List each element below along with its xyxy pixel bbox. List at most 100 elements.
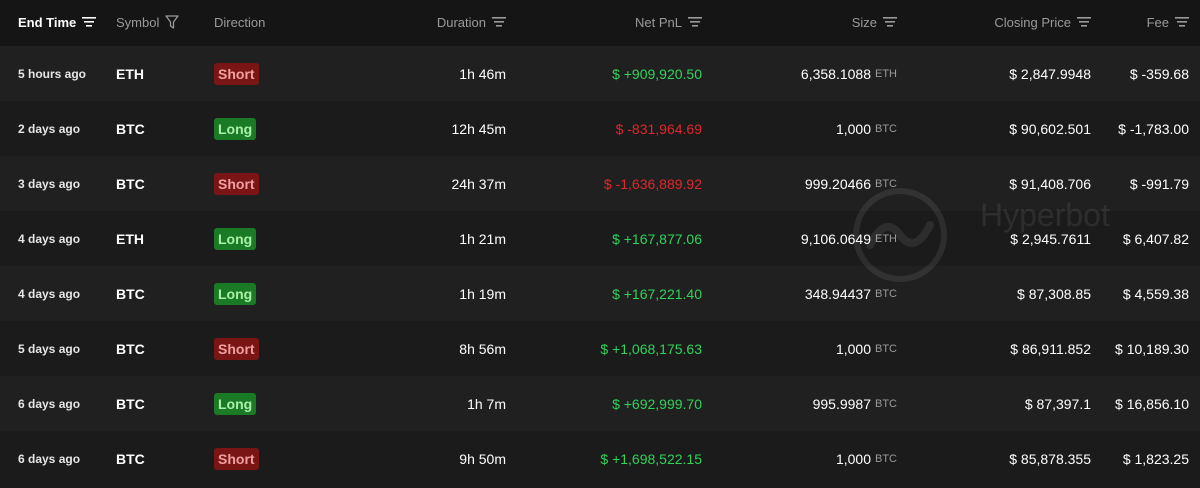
size-value: 995.9987: [812, 395, 871, 412]
end-time: 3 days ago: [18, 176, 81, 191]
duration: 1h 7m: [467, 395, 506, 412]
size-value: 6,358.1088: [800, 65, 871, 82]
end-time: 5 days ago: [18, 341, 81, 356]
fee: $ 1,823.25: [1122, 450, 1189, 467]
symbol: ETH: [116, 230, 144, 247]
duration: 8h 56m: [459, 340, 506, 357]
column-header-label: Direction: [214, 14, 266, 30]
closing-price: $ 86,911.852: [1010, 340, 1091, 357]
closing-price: $ 2,847.9948: [1009, 65, 1091, 82]
size-unit: ETH: [875, 232, 897, 245]
size-value: 1,000: [835, 340, 871, 357]
sort-icon[interactable]: [492, 16, 506, 28]
net-pnl: $ -1,636,889.92: [603, 175, 702, 192]
size-unit: BTC: [875, 452, 897, 465]
column-header-duration[interactable]: Duration: [380, 13, 506, 31]
fee: $ 16,856.10: [1115, 395, 1189, 412]
column-header-label: Symbol: [116, 14, 160, 30]
end-time: 5 hours ago: [18, 66, 87, 81]
sort-icon[interactable]: [688, 16, 702, 28]
column-header-label: Net PnL: [635, 14, 682, 30]
size-value: 9,106.0649: [800, 230, 871, 247]
net-pnl: $ +692,999.70: [612, 395, 702, 412]
table-row[interactable]: 4 days ago ETH Long 1h 21m $ +167,877.06 9,10…: [0, 211, 1200, 266]
fee: $ -1,783.00: [1118, 120, 1189, 137]
fee: $ -359.68: [1129, 65, 1189, 82]
column-header-label: Closing Price: [994, 14, 1071, 30]
column-header-label: Fee: [1146, 14, 1169, 30]
closing-price: $ 90,602.501: [1009, 120, 1091, 137]
end-time: 2 days ago: [18, 121, 81, 136]
size-unit: ETH: [875, 67, 897, 80]
net-pnl: $ +909,920.50: [612, 65, 702, 82]
column-header-net-pnl[interactable]: Net PnL: [540, 13, 702, 31]
duration: 1h 46m: [459, 65, 506, 82]
column-header-closing-price[interactable]: Closing Price: [920, 13, 1091, 31]
symbol: ETH: [116, 65, 144, 82]
column-header-label: Size: [851, 14, 877, 30]
sort-icon[interactable]: [82, 16, 97, 28]
duration: 1h 21m: [459, 230, 506, 247]
table-row[interactable]: 4 days ago BTC Long 1h 19m $ +167,221.40 348.…: [0, 266, 1200, 321]
fee: $ 4,559.38: [1122, 285, 1189, 302]
duration: 12h 45m: [451, 120, 506, 137]
net-pnl: $ +1,698,522.15: [600, 450, 702, 467]
table-row[interactable]: 5 hours ago ETH Short 1h 46m $ +909,920.50 6,…: [0, 46, 1200, 101]
direction-badge-short: Short: [214, 62, 259, 85]
symbol: BTC: [116, 395, 145, 412]
size-unit: BTC: [875, 122, 897, 135]
table-row[interactable]: 2 days ago BTC Long 12h 45m $ -831,964.69 1,0…: [0, 101, 1200, 156]
column-header-direction: Direction: [214, 13, 314, 31]
column-header-fee[interactable]: Fee: [1100, 13, 1189, 31]
column-header-end-time[interactable]: End Time: [18, 13, 108, 31]
fee: $ 6,407.82: [1122, 230, 1189, 247]
duration: 1h 19m: [459, 285, 506, 302]
end-time: 4 days ago: [18, 286, 81, 301]
column-header-label: Duration: [436, 14, 486, 30]
table-row[interactable]: 3 days ago BTC Short 24h 37m $ -1,636,889.92…: [0, 156, 1200, 211]
sort-icon[interactable]: [883, 16, 897, 28]
end-time: 6 days ago: [18, 451, 81, 466]
direction-badge-long: Long: [214, 392, 257, 415]
table-row[interactable]: 5 days ago BTC Short 8h 56m $ +1,068,175.63 1…: [0, 321, 1200, 376]
size-unit: BTC: [875, 287, 897, 300]
closing-price: $ 87,308.85: [1017, 285, 1091, 302]
net-pnl: $ +167,877.06: [612, 230, 702, 247]
filter-icon[interactable]: [165, 15, 180, 29]
direction-badge-long: Long: [214, 227, 257, 250]
sort-icon[interactable]: [1175, 16, 1189, 28]
net-pnl: $ +167,221.40: [612, 285, 702, 302]
duration: 24h 37m: [451, 175, 506, 192]
direction-badge-short: Short: [214, 172, 259, 195]
fee: $ 10,189.30: [1115, 340, 1189, 357]
table-row[interactable]: 6 days ago BTC Long 1h 7m $ +692,999.70 995.9…: [0, 376, 1200, 431]
table-header: End Time Symbol Direction Duration Net PnL Si…: [0, 0, 1200, 46]
symbol: BTC: [116, 450, 145, 467]
symbol: BTC: [116, 175, 145, 192]
direction-badge-short: Short: [214, 447, 259, 470]
column-header-size[interactable]: Size: [720, 13, 897, 31]
closing-price: $ 91,408.706: [1009, 175, 1091, 192]
closing-price: $ 2,945.7611: [1010, 230, 1091, 247]
column-header-label: End Time: [18, 14, 77, 30]
size-value: 1,000: [835, 450, 871, 467]
direction-badge-long: Long: [214, 117, 257, 140]
direction-badge-short: Short: [214, 337, 259, 360]
size-unit: BTC: [875, 342, 897, 355]
table-row[interactable]: 6 days ago BTC Short 9h 50m $ +1,698,522.15 1…: [0, 431, 1200, 486]
size-value: 1,000: [835, 120, 871, 137]
direction-badge-long: Long: [214, 282, 257, 305]
closing-price: $ 87,397.1: [1024, 395, 1091, 412]
duration: 9h 50m: [459, 450, 506, 467]
symbol: BTC: [116, 285, 145, 302]
fee: $ -991.79: [1129, 175, 1189, 192]
net-pnl: $ -831,964.69: [615, 120, 702, 137]
net-pnl: $ +1,068,175.63: [600, 340, 702, 357]
size-value: 999.20466: [804, 175, 871, 192]
column-header-symbol[interactable]: Symbol: [116, 13, 206, 31]
end-time: 4 days ago: [18, 231, 81, 246]
symbol: BTC: [116, 120, 145, 137]
sort-icon[interactable]: [1077, 16, 1091, 28]
end-time: 6 days ago: [18, 396, 81, 411]
